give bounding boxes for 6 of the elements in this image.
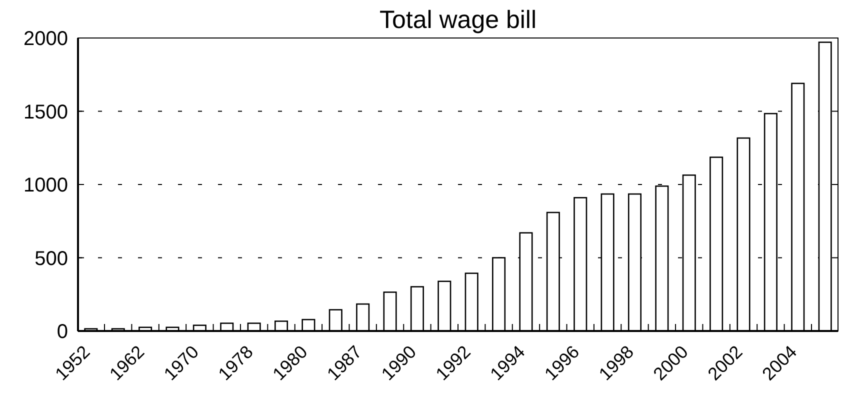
- y-tick-label: 1500: [24, 101, 68, 124]
- y-tick-label: 0: [56, 321, 68, 343]
- y-tick-label: 500: [34, 248, 68, 270]
- chart-title: Total wage bill: [379, 6, 537, 34]
- y-tick-label: 1000: [24, 174, 68, 196]
- y-tick-label: 2000: [24, 28, 68, 50]
